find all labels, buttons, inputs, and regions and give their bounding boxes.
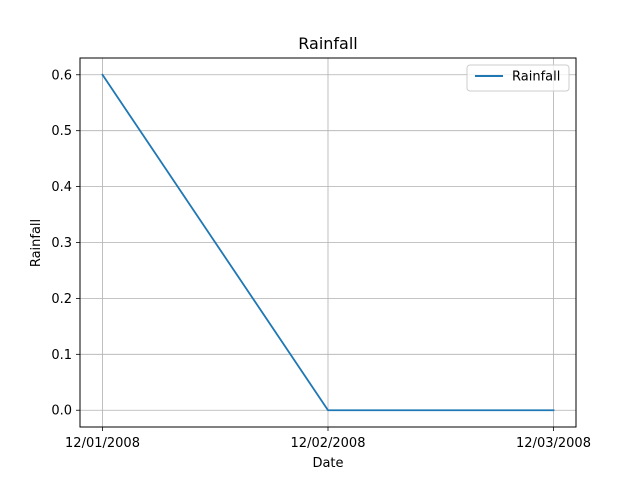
legend-label: Rainfall bbox=[512, 70, 560, 85]
legend-box bbox=[466, 64, 570, 92]
y-tick-label: 0.0 bbox=[51, 404, 72, 419]
y-axis-label: Rainfall bbox=[29, 219, 44, 267]
x-tick-label: 12/01/2008 bbox=[65, 436, 140, 451]
series-line-rainfall bbox=[101, 73, 555, 412]
y-tick-label: 0.2 bbox=[51, 292, 72, 307]
y-tick-label: 0.4 bbox=[51, 180, 72, 195]
x-tick-label: 12/02/2008 bbox=[291, 436, 366, 451]
y-axis-ticks: 0.0 0.1 0.2 0.3 0.4 0.5 0.6 bbox=[51, 68, 80, 419]
chart-title: Rainfall bbox=[298, 34, 357, 53]
legend: Rainfall bbox=[466, 64, 570, 92]
x-axis-ticks: 12/01/2008 12/02/2008 12/03/2008 bbox=[65, 427, 591, 451]
y-tick-label: 0.5 bbox=[51, 124, 72, 139]
y-tick-label: 0.1 bbox=[51, 348, 72, 363]
x-axis-label: Date bbox=[312, 456, 343, 471]
y-tick-label: 0.3 bbox=[51, 236, 72, 251]
series-lines bbox=[101, 73, 555, 412]
x-tick-label: 12/03/2008 bbox=[516, 436, 591, 451]
y-tick-label: 0.6 bbox=[51, 68, 72, 83]
